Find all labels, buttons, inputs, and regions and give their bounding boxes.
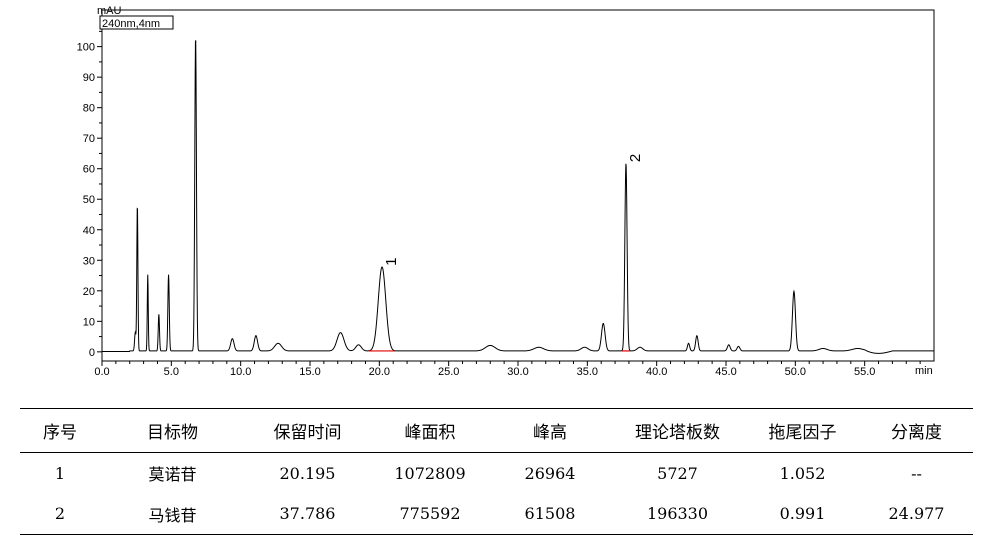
cell-target: 马钱苷: [100, 493, 245, 535]
cell-peak-height: 61508: [490, 493, 610, 535]
cell-resolution: --: [911, 463, 922, 483]
y-tick-label: 20: [83, 286, 95, 298]
cell-peak-height: 26964: [524, 463, 576, 483]
cell-tailing-factor: 1.052: [779, 463, 826, 483]
results-table: 序号 目标物 保留时间 峰面积 峰高 理论塔板数 拖尾因子 分离度 1 莫诺苷 …: [20, 408, 973, 535]
x-tick-label: 50.0: [785, 366, 806, 378]
header-peak-height: 峰高: [490, 408, 610, 453]
x-tick-label: 20.0: [369, 366, 390, 378]
x-tick-label: 35.0: [577, 366, 598, 378]
peak-label-1: 1: [383, 258, 400, 266]
y-tick-label: 10: [83, 316, 95, 328]
cell-tailing-factor: 0.991: [745, 493, 860, 535]
y-axis-unit: mAU: [97, 5, 122, 17]
header-tailing-factor: 拖尾因子: [745, 408, 860, 453]
x-tick-label: 45.0: [715, 366, 736, 378]
cell-index: 2: [20, 493, 100, 535]
cell-retention-time: 20.195: [279, 463, 336, 483]
header-target: 目标物: [100, 408, 245, 453]
legend-text: 240nm,4nm: [102, 18, 160, 30]
header-index: 序号: [20, 408, 100, 453]
x-axis-unit: min: [915, 365, 933, 377]
peak-label-2: 2: [627, 154, 644, 162]
cell-resolution: 24.977: [860, 493, 973, 535]
header-plate-count: 理论塔板数: [610, 408, 745, 453]
x-tick-label: 15.0: [299, 366, 320, 378]
header-resolution: 分离度: [860, 408, 973, 453]
cell-plate-count: 196330: [610, 493, 745, 535]
table-row: 2 马钱苷 37.786 775592 61508 196330 0.991 2…: [20, 493, 973, 535]
x-tick-label: 0.0: [94, 366, 109, 378]
table-header-row: 序号 目标物 保留时间 峰面积 峰高 理论塔板数 拖尾因子 分离度: [20, 408, 973, 453]
plot-frame: [101, 9, 935, 362]
y-tick-label: 60: [83, 164, 95, 176]
y-tick-label: 40: [83, 225, 95, 237]
header-peak-area: 峰面积: [370, 408, 490, 453]
legend: 240nm,4nm: [99, 15, 174, 30]
cell-peak-area: 1072809: [394, 463, 466, 483]
y-tick-label: 90: [83, 72, 95, 84]
y-tick-label: 100: [77, 42, 95, 54]
chart-axes: 0 10 20 30 40 50 60 70 80 90 100 0.0 5.0 10.0 15.0 20.0…: [77, 9, 935, 378]
chromatogram-trace: [102, 40, 934, 354]
cell-peak-area: 775592: [370, 493, 490, 535]
cell-target: 莫诺苷: [148, 465, 197, 485]
cell-plate-count: 5727: [657, 463, 698, 483]
chromatogram-chart: 0 10 20 30 40 50 60 70 80 90 100 0.0 5.0 10.0 15.0 20.0…: [77, 5, 935, 378]
peak-labels: 12: [368, 154, 644, 352]
x-tick-label: 5.0: [164, 366, 179, 378]
y-tick-label: 50: [83, 194, 95, 206]
header-retention-time: 保留时间: [245, 408, 370, 453]
x-tick-label: 30.0: [507, 366, 528, 378]
y-tick-label: 30: [83, 255, 95, 267]
y-tick-label: 80: [83, 103, 95, 115]
x-tick-label: 25.0: [438, 366, 459, 378]
y-tick-label: 0: [89, 347, 95, 359]
table-row: 1 莫诺苷 20.195 1072809 26964 5727 1.052 --: [20, 453, 973, 494]
y-tick-label: 70: [83, 133, 95, 145]
cell-retention-time: 37.786: [245, 493, 370, 535]
x-tick-label: 55.0: [854, 366, 875, 378]
x-tick-label: 40.0: [646, 366, 667, 378]
x-tick-label: 10.0: [230, 366, 251, 378]
legend-box: [99, 15, 174, 30]
cell-index: 1: [54, 463, 66, 483]
